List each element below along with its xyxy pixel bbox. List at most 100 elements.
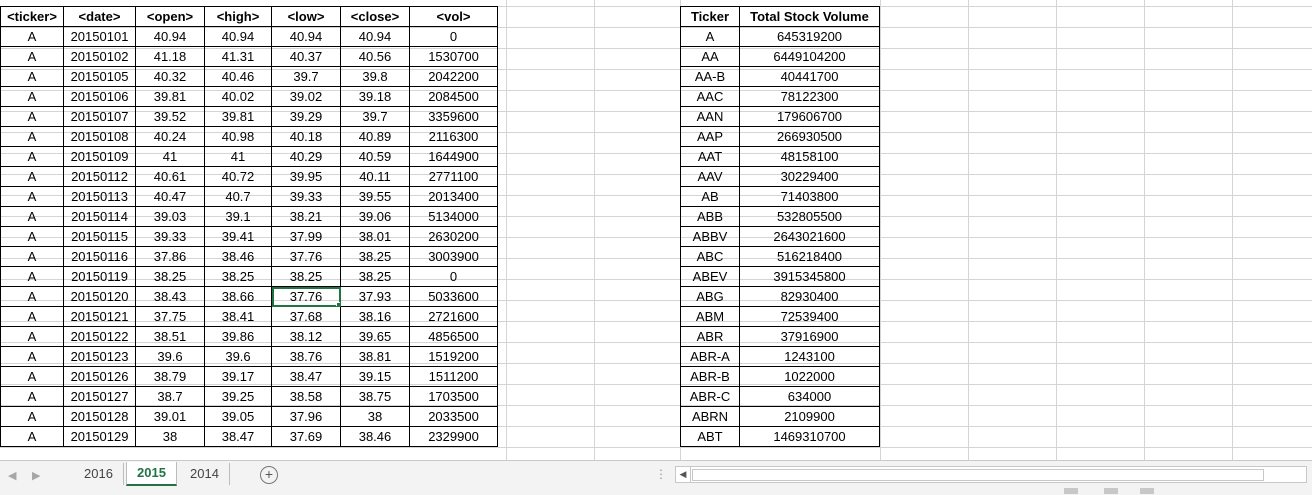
scroll-left-arrow-icon[interactable]: ◀ <box>676 467 691 482</box>
table-cell[interactable]: 40.94 <box>205 27 272 47</box>
table-cell[interactable]: A <box>1 167 64 187</box>
table-cell[interactable]: 38.43 <box>136 287 205 307</box>
table-cell[interactable]: 5134000 <box>410 207 498 227</box>
scroll-tabs-left-icon[interactable]: ◀ <box>8 470 17 482</box>
table-cell[interactable]: 38.81 <box>341 347 410 367</box>
table-cell[interactable]: 20150115 <box>64 227 136 247</box>
table-cell[interactable]: 37.75 <box>136 307 205 327</box>
table-cell[interactable]: A <box>1 27 64 47</box>
table-cell[interactable]: 37.99 <box>272 227 341 247</box>
table-cell[interactable]: A <box>1 407 64 427</box>
table-cell[interactable]: 20150129 <box>64 427 136 447</box>
table-cell[interactable]: A <box>1 267 64 287</box>
table-cell[interactable]: 20150122 <box>64 327 136 347</box>
table-cell[interactable]: 0 <box>410 27 498 47</box>
table-cell[interactable]: 20150126 <box>64 367 136 387</box>
table-cell[interactable]: ABBV <box>681 227 740 247</box>
table-cell[interactable]: 20150121 <box>64 307 136 327</box>
table-cell[interactable]: 40.47 <box>136 187 205 207</box>
table-cell[interactable]: 20150112 <box>64 167 136 187</box>
table-cell[interactable]: A <box>1 187 64 207</box>
page-layout-view-icon[interactable] <box>1104 488 1118 494</box>
table-cell[interactable]: A <box>1 87 64 107</box>
table-cell[interactable]: 40.46 <box>205 67 272 87</box>
table-cell[interactable]: 38.01 <box>341 227 410 247</box>
table-cell[interactable]: 38.25 <box>341 247 410 267</box>
table-cell[interactable]: 41 <box>205 147 272 167</box>
table-cell[interactable]: 4856500 <box>410 327 498 347</box>
table-cell[interactable]: 39.8 <box>341 67 410 87</box>
column-header[interactable]: <low> <box>272 7 341 27</box>
table-cell[interactable]: 1243100 <box>740 347 880 367</box>
table-cell[interactable]: 38 <box>341 407 410 427</box>
table-cell[interactable]: 20150123 <box>64 347 136 367</box>
table-cell[interactable]: 1511200 <box>410 367 498 387</box>
table-cell[interactable]: AAT <box>681 147 740 167</box>
table-cell[interactable]: 38.25 <box>205 267 272 287</box>
table-cell[interactable]: 40.32 <box>136 67 205 87</box>
table-cell[interactable]: 39.81 <box>205 107 272 127</box>
table-cell[interactable]: 3915345800 <box>740 267 880 287</box>
table-cell[interactable]: ABEV <box>681 267 740 287</box>
column-header[interactable]: Ticker <box>681 7 740 27</box>
table-cell[interactable]: 20150101 <box>64 27 136 47</box>
table-cell[interactable]: 39.6 <box>205 347 272 367</box>
table-cell[interactable]: 37916900 <box>740 327 880 347</box>
table-cell[interactable]: 1519200 <box>410 347 498 367</box>
table-cell[interactable]: 48158100 <box>740 147 880 167</box>
table-cell[interactable]: 2116300 <box>410 127 498 147</box>
table-cell[interactable]: 40.18 <box>272 127 341 147</box>
table-cell[interactable]: 38.58 <box>272 387 341 407</box>
table-cell[interactable]: 39.7 <box>272 67 341 87</box>
table-cell[interactable]: 2013400 <box>410 187 498 207</box>
table-cell[interactable]: 40.29 <box>272 147 341 167</box>
table-cell[interactable]: 38.12 <box>272 327 341 347</box>
table-cell[interactable]: 40.24 <box>136 127 205 147</box>
table-cell[interactable]: 40.56 <box>341 47 410 67</box>
horizontal-scrollbar[interactable]: ◀ <box>675 466 1307 483</box>
table-cell[interactable]: 82930400 <box>740 287 880 307</box>
table-cell[interactable]: A <box>1 207 64 227</box>
column-header[interactable]: <high> <box>205 7 272 27</box>
table-cell[interactable]: 40.94 <box>272 27 341 47</box>
table-cell[interactable]: 72539400 <box>740 307 880 327</box>
table-cell[interactable]: 39.17 <box>205 367 272 387</box>
scroll-tabs-right-icon[interactable]: ▶ <box>32 470 41 482</box>
table-cell[interactable]: 2042200 <box>410 67 498 87</box>
table-cell[interactable]: 37.86 <box>136 247 205 267</box>
table-cell[interactable]: A <box>1 427 64 447</box>
table-cell[interactable]: 39.86 <box>205 327 272 347</box>
table-cell[interactable]: 645319200 <box>740 27 880 47</box>
table-cell[interactable]: 20150128 <box>64 407 136 427</box>
table-cell[interactable]: 1644900 <box>410 147 498 167</box>
sheet-tab-2016[interactable]: 2016 <box>74 463 124 485</box>
table-cell[interactable]: 2329900 <box>410 427 498 447</box>
table-cell[interactable]: 20150109 <box>64 147 136 167</box>
table-cell[interactable]: AAP <box>681 127 740 147</box>
table-cell[interactable]: ABRN <box>681 407 740 427</box>
table-cell[interactable]: 39.18 <box>341 87 410 107</box>
table-cell[interactable]: A <box>1 387 64 407</box>
table-cell[interactable]: 266930500 <box>740 127 880 147</box>
table-cell[interactable]: A <box>1 227 64 247</box>
table-cell[interactable]: AA <box>681 47 740 67</box>
column-header[interactable]: <date> <box>64 7 136 27</box>
table-cell[interactable]: 39.95 <box>272 167 341 187</box>
table-cell[interactable]: 39.7 <box>341 107 410 127</box>
table-cell[interactable]: A <box>1 247 64 267</box>
table-cell[interactable]: 39.06 <box>341 207 410 227</box>
table-cell[interactable]: 2109900 <box>740 407 880 427</box>
table-cell[interactable]: 38.76 <box>272 347 341 367</box>
table-cell[interactable]: 5033600 <box>410 287 498 307</box>
table-cell[interactable]: A <box>681 27 740 47</box>
table-cell[interactable]: 40.89 <box>341 127 410 147</box>
table-cell[interactable]: ABM <box>681 307 740 327</box>
spreadsheet-grid[interactable]: <ticker> <date> <open> <high> <low> <close> <v… <box>0 0 1312 460</box>
table-cell[interactable]: 1530700 <box>410 47 498 67</box>
table-cell[interactable]: 3003900 <box>410 247 498 267</box>
table-cell[interactable]: 38.79 <box>136 367 205 387</box>
table-cell[interactable]: 38.46 <box>341 427 410 447</box>
table-cell[interactable]: 38.25 <box>136 267 205 287</box>
table-cell[interactable]: 38.66 <box>205 287 272 307</box>
stock-data-table[interactable]: <ticker> <date> <open> <high> <low> <close> <v… <box>0 6 498 447</box>
